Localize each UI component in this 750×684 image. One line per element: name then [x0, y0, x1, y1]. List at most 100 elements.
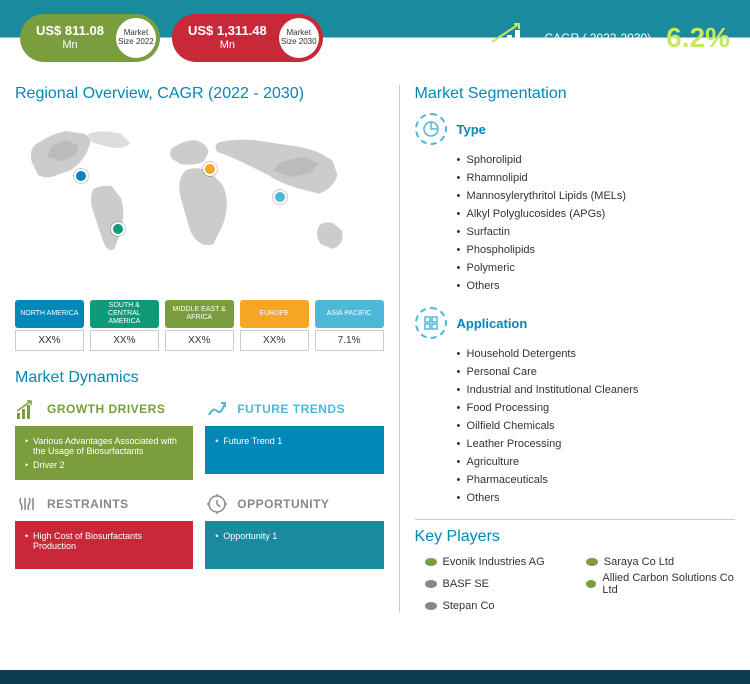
segmentation-title: Market Segmentation [415, 85, 735, 103]
seg-item: Sphorolipid [457, 151, 735, 169]
dynamics-body: High Cost of Biosurfactants Production [15, 521, 193, 569]
player-item: Saraya Co Ltd [586, 556, 735, 568]
segmentation-section: Type SphorolipidRhamnolipidMannosylerythr… [415, 113, 735, 295]
region-value: XX% [15, 330, 84, 351]
seg-item: Oilfield Chemicals [457, 417, 735, 435]
regions-row: NORTH AMERICAXX%SOUTH & CENTRAL AMERICAX… [15, 300, 384, 351]
seg-item: Rhamnolipid [457, 169, 735, 187]
pill2-label: Market Size 2030 [279, 18, 319, 58]
footer-bar [0, 670, 750, 684]
player-name: BASF SE [443, 578, 489, 590]
seg-item: Alkyl Polyglucosides (APGs) [457, 205, 735, 223]
cagr-value: 6.2% [666, 22, 730, 54]
region-box: MIDDLE EAST & AFRICAXX% [165, 300, 234, 351]
region-box: NORTH AMERICAXX% [15, 300, 84, 351]
seg-item: Personal Care [457, 363, 735, 381]
dynamics-box-title: FUTURE TRENDS [237, 402, 345, 416]
map-marker [111, 222, 125, 236]
cagr-section: CAGR ( 2022-2030) 6.2% [489, 20, 730, 55]
segmentation-list: Type SphorolipidRhamnolipidMannosylerythr… [415, 113, 735, 507]
dynamics-box: GROWTH DRIVERS Various Advantages Associa… [15, 397, 193, 480]
dynamics-box: OPPORTUNITY Opportunity 1 [205, 492, 383, 569]
cagr-label: CAGR ( 2022-2030) [544, 31, 651, 45]
map-marker [203, 162, 217, 176]
seg-icon [415, 307, 447, 339]
map-marker [74, 169, 88, 183]
dynamics-icon [15, 492, 39, 516]
player-name: Allied Carbon Solutions Co Ltd [602, 572, 735, 596]
map-marker [273, 190, 287, 204]
world-map-container [15, 113, 384, 288]
dynamics-icon [205, 492, 229, 516]
seg-item: Agriculture [457, 453, 735, 471]
pill1-value: US$ 811.08 [36, 23, 104, 39]
player-name: Saraya Co Ltd [604, 556, 674, 568]
players-grid: Evonik Industries AG Saraya Co Ltd BASF SE… [415, 556, 735, 612]
player-dot [425, 602, 437, 610]
segmentation-section: Application Household DetergentsPersonal … [415, 307, 735, 507]
world-map [15, 113, 384, 288]
pill1-unit: Mn [36, 39, 104, 52]
dynamics-icon [205, 397, 229, 421]
pill2-unit: Mn [188, 39, 267, 52]
region-value: XX% [90, 330, 159, 351]
seg-item: Mannosylerythritol Lipids (MELs) [457, 187, 735, 205]
player-item: Allied Carbon Solutions Co Ltd [586, 572, 735, 596]
region-name: MIDDLE EAST & AFRICA [165, 300, 234, 328]
dynamics-body: Opportunity 1 [205, 521, 383, 569]
dynamics-box: RESTRAINTS High Cost of Biosurfactants Pr… [15, 492, 193, 569]
dynamics-item: Various Advantages Associated with the U… [25, 434, 183, 458]
seg-item: Food Processing [457, 399, 735, 417]
seg-item: Leather Processing [457, 435, 735, 453]
regional-title: Regional Overview, CAGR (2022 - 2030) [15, 85, 384, 103]
region-value: 7.1% [315, 330, 384, 351]
dynamics-box: FUTURE TRENDS Future Trend 1 [205, 397, 383, 480]
player-dot [425, 580, 437, 588]
seg-item: Household Detergents [457, 345, 735, 363]
seg-item: Industrial and Institutional Cleaners [457, 381, 735, 399]
region-name: NORTH AMERICA [15, 300, 84, 328]
header: US$ 811.08Mn Market Size 2022 US$ 1,311.… [0, 0, 750, 75]
dynamics-item: High Cost of Biosurfactants Production [25, 529, 183, 553]
dynamics-box-title: RESTRAINTS [47, 497, 129, 511]
player-name: Stepan Co [443, 600, 495, 612]
region-value: XX% [165, 330, 234, 351]
region-box: ASIA PACIFIC7.1% [315, 300, 384, 351]
dynamics-title: Market Dynamics [15, 369, 384, 387]
seg-section-title: Type [457, 122, 486, 137]
player-item: BASF SE [425, 572, 574, 596]
region-value: XX% [240, 330, 309, 351]
dynamics-icon [15, 397, 39, 421]
market-size-2030-pill: US$ 1,311.48Mn Market Size 2030 [172, 14, 323, 62]
player-name: Evonik Industries AG [443, 556, 545, 568]
region-box: EUROPEXX% [240, 300, 309, 351]
player-dot [586, 580, 597, 588]
pill2-value: US$ 1,311.48 [188, 23, 267, 39]
dynamics-box-title: GROWTH DRIVERS [47, 402, 165, 416]
players-title: Key Players [415, 519, 735, 546]
pill1-label: Market Size 2022 [116, 18, 156, 58]
dynamics-item: Opportunity 1 [215, 529, 373, 543]
seg-item: Phospholipids [457, 241, 735, 259]
seg-icon [415, 113, 447, 145]
seg-item: Pharmaceuticals [457, 471, 735, 489]
region-name: ASIA PACIFIC [315, 300, 384, 328]
region-name: SOUTH & CENTRAL AMERICA [90, 300, 159, 328]
seg-item: Surfactin [457, 223, 735, 241]
seg-item: Polymeric [457, 259, 735, 277]
dynamics-item: Future Trend 1 [215, 434, 373, 448]
seg-section-title: Application [457, 316, 528, 331]
dynamics-body: Future Trend 1 [205, 426, 383, 474]
growth-chart-icon [489, 20, 529, 55]
seg-item: Others [457, 277, 735, 295]
dynamics-box-title: OPPORTUNITY [237, 497, 329, 511]
region-name: EUROPE [240, 300, 309, 328]
dynamics-body: Various Advantages Associated with the U… [15, 426, 193, 480]
player-item: Evonik Industries AG [425, 556, 574, 568]
seg-item: Others [457, 489, 735, 507]
dynamics-item: Driver 2 [25, 458, 183, 472]
region-box: SOUTH & CENTRAL AMERICAXX% [90, 300, 159, 351]
player-item: Stepan Co [425, 600, 574, 612]
player-dot [586, 558, 598, 566]
dynamics-grid: GROWTH DRIVERS Various Advantages Associa… [15, 397, 384, 569]
